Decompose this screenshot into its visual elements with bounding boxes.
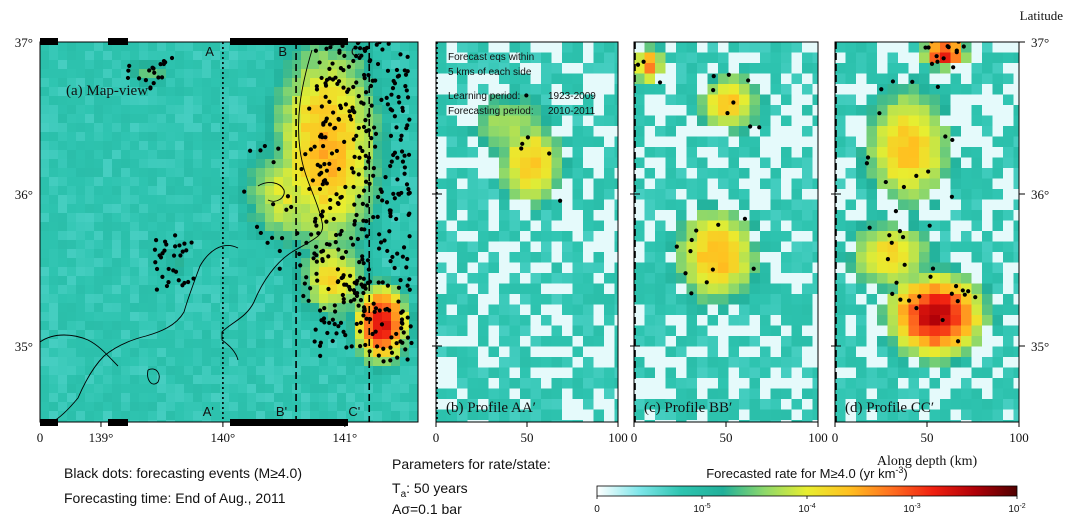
colorbar-gradient bbox=[596, 485, 1018, 497]
border-bar-bottom-2 bbox=[230, 419, 300, 426]
x-tick-label-b-0: 0 bbox=[433, 430, 440, 445]
panel-title-d: (d) Profile CC′ bbox=[845, 400, 934, 416]
black-dots-note: Black dots: forecasting events (M≥4.0) bbox=[64, 465, 303, 481]
event-dots-d bbox=[864, 42, 978, 344]
x-tick-label-c-2: 100 bbox=[808, 430, 828, 445]
panel-title-c: (c) Profile BB′ bbox=[644, 400, 732, 416]
x-tick-label-b-2: 100 bbox=[608, 430, 628, 445]
event-dots-b bbox=[519, 93, 563, 203]
panel-title-a: (a) Map-view bbox=[66, 83, 148, 99]
profile-label-bottom-2: C' bbox=[348, 404, 360, 419]
profile-label-top-2: C bbox=[351, 44, 360, 59]
right-tick-label-2: 37° bbox=[1031, 35, 1049, 50]
colorbar-title: Forecasted rate for M≥4.0 (yr km-3) bbox=[706, 465, 908, 481]
heatmap-a bbox=[40, 42, 418, 422]
x-tick-label-a-0: 139° bbox=[89, 430, 114, 445]
x-tick-label-c-0: 0 bbox=[631, 430, 638, 445]
parameter-asigma: Aσ=0.1 bar bbox=[392, 501, 462, 517]
parameters-title: Parameters for rate/state: bbox=[392, 456, 551, 472]
right-tick-label-1: 36° bbox=[1031, 187, 1049, 202]
map-y-tick-2: 37° bbox=[15, 35, 33, 50]
border-bar-top-0 bbox=[40, 38, 58, 45]
colorbar-tick-label-0: 0 bbox=[594, 504, 600, 515]
annotation-right-2: 1923-2009 bbox=[548, 91, 596, 102]
latitude-axis-label: Latitude bbox=[1020, 8, 1064, 23]
heatmap-d bbox=[835, 42, 1019, 422]
panel-c: 0 50 100 (c) Profile BB′ bbox=[630, 41, 828, 445]
x-tick-label-b-1: 50 bbox=[521, 430, 534, 445]
panel-a: A A' B B' C C' 35° 36° 37° 0 139° 140° 141° (a) Map-v… bbox=[15, 35, 419, 445]
panel-b: 0 50 100 (b) Profile AA′ Forecast eqs within… bbox=[432, 41, 628, 445]
colorbar-tick-label-4: 10-2 bbox=[1008, 503, 1025, 515]
heatmap-c bbox=[634, 42, 818, 422]
x-tick-label-c-1: 50 bbox=[720, 430, 733, 445]
right-tick-label-0: 35° bbox=[1031, 339, 1049, 354]
coastline bbox=[40, 49, 324, 422]
event-dots-c bbox=[635, 59, 762, 296]
event-dots-a bbox=[125, 42, 414, 364]
profile-label-bottom-0: A' bbox=[203, 404, 214, 419]
annotation-left-1: 5 kms of each side bbox=[448, 67, 532, 78]
x-tick-label-a-1: 140° bbox=[211, 430, 236, 445]
profile-label-bottom-1: B' bbox=[276, 404, 287, 419]
profile-label-top-1: B bbox=[278, 44, 287, 59]
parameter-ta: Ta: 50 years bbox=[392, 480, 468, 500]
annotation-left-3: Forecasting period: bbox=[448, 106, 534, 117]
forecasting-time-note: Forecasting time: End of Aug., 2011 bbox=[64, 490, 286, 506]
heatmap-b bbox=[436, 42, 618, 422]
annotation-left-2: Learning period: bbox=[448, 91, 520, 102]
panel-d: 0 50 100 (d) Profile CC′ Along depth (km) bbox=[831, 41, 1029, 469]
border-bar-bottom-0 bbox=[40, 419, 58, 426]
x-tick-label-d-2: 100 bbox=[1009, 430, 1029, 445]
profile-label-top-0: A bbox=[205, 44, 214, 59]
annotation-right-3: 2010-2011 bbox=[548, 106, 596, 117]
colorbar-tick-label-3: 10-3 bbox=[903, 503, 920, 515]
x-axis-label-d: Along depth (km) bbox=[877, 454, 978, 469]
map-y-tick-1: 36° bbox=[15, 187, 33, 202]
frame-a bbox=[39, 41, 419, 423]
map-x-origin-label: 0 bbox=[37, 430, 44, 445]
colorbar-tick-label-2: 10-4 bbox=[798, 503, 815, 515]
border-bar-bottom-1 bbox=[108, 419, 128, 426]
map-y-tick-0: 35° bbox=[15, 339, 33, 354]
border-bar-top-3 bbox=[300, 38, 348, 45]
x-tick-label-d-1: 50 bbox=[921, 430, 934, 445]
panel-title-b: (b) Profile AA′ bbox=[446, 400, 536, 416]
border-bar-top-2 bbox=[230, 38, 300, 45]
annotation-left-0: Forecast eqs within bbox=[448, 52, 534, 63]
border-bar-top-1 bbox=[108, 38, 128, 45]
colorbar: Forecasted rate for M≥4.0 (yr km-3) 0 10-5… bbox=[594, 465, 1026, 515]
x-tick-label-d-0: 0 bbox=[832, 430, 839, 445]
colorbar-tick-label-1: 10-5 bbox=[693, 503, 710, 515]
border-bar-bottom-3 bbox=[300, 419, 348, 426]
x-tick-label-a-2: 141° bbox=[332, 430, 357, 445]
